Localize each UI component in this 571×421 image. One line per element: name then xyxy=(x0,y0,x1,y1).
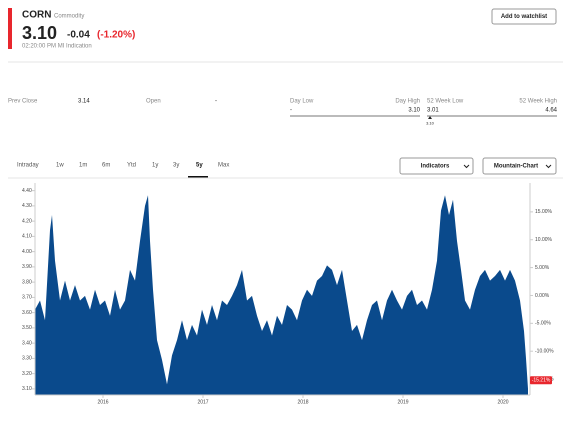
y-tick-label: 4.00 xyxy=(22,249,32,255)
dropdown-label[interactable]: Indicators xyxy=(421,164,450,170)
tab[interactable]: 1y xyxy=(152,163,158,169)
watchlist-button[interactable] xyxy=(491,8,557,25)
chart: 4.40 4.30 4.20 4.10 4.00 3.90 3.80 3.70 3.60 3.50… xyxy=(22,183,554,405)
tab[interactable]: 5y xyxy=(196,163,203,169)
stat-value: 3.10 xyxy=(408,108,420,114)
x-tick-label: 2020 xyxy=(497,399,508,405)
stat-value: - xyxy=(290,108,292,114)
y-tick-label: 4.20 xyxy=(22,218,32,224)
stat-label: Day Low xyxy=(290,99,314,105)
range-marker xyxy=(428,116,432,119)
x-tick-label: 2017 xyxy=(197,399,208,405)
y2-tick-label: 0.00% xyxy=(535,293,550,299)
tabs: Intraday 1w 1m 6m Ytd 1y 3y 5y Max xyxy=(17,163,229,178)
chevron xyxy=(463,164,470,169)
chart-type-dropdown[interactable] xyxy=(482,157,557,175)
price: 3.10 xyxy=(22,23,57,43)
y-tick-label: 3.20 xyxy=(22,371,32,377)
dropdown-label[interactable]: Mountain-Chart xyxy=(494,164,538,170)
tab-underline xyxy=(188,176,208,178)
y-tick-label: 3.90 xyxy=(22,264,32,270)
current-badge xyxy=(530,376,552,385)
stat-value: 3.01 xyxy=(427,108,439,114)
indicators-dropdown[interactable] xyxy=(399,157,474,175)
stat-label: 52 Week High xyxy=(519,99,557,105)
x-tick-label: 2016 xyxy=(97,399,108,405)
tab[interactable]: 1w xyxy=(56,163,64,169)
stat-label: Open xyxy=(146,99,161,105)
tab[interactable]: 1m xyxy=(79,163,87,169)
y-tick-label: 3.40 xyxy=(22,340,32,346)
change-pct: (-1.20%) xyxy=(97,30,135,41)
y2-tick-label: 15.00% xyxy=(535,209,553,215)
y-tick-label: 3.70 xyxy=(22,295,32,301)
y2-tick-label: 5.00% xyxy=(535,265,550,271)
y-tick-label: 4.10 xyxy=(22,234,32,240)
y-tick-label: 3.50 xyxy=(22,325,32,331)
watchlist-label[interactable]: Add to watchlist xyxy=(501,14,547,20)
range-marker-label: 3.10 xyxy=(426,121,435,126)
y-tick-label: 4.30 xyxy=(22,203,32,209)
stat-value: 4.64 xyxy=(545,108,557,114)
symbol: CORN xyxy=(22,10,51,21)
tab[interactable]: 3y xyxy=(173,163,179,169)
y-tick-label: 4.40 xyxy=(22,188,32,194)
stat-label: Day High xyxy=(395,99,420,105)
y2-tick-label: -5.00% xyxy=(535,321,551,327)
range-bar xyxy=(290,115,420,117)
stat-label: 52 Week Low xyxy=(427,99,464,105)
y-tick-label: 3.80 xyxy=(22,279,32,285)
change: -0.04 xyxy=(67,30,90,41)
chevron xyxy=(545,164,552,169)
tab[interactable]: 6m xyxy=(102,163,110,169)
y-tick-label: 3.30 xyxy=(22,356,32,362)
accent-bar xyxy=(8,8,12,49)
stat-value: - xyxy=(215,99,217,105)
current-badge-label: -15.21% xyxy=(532,378,551,384)
x-tick-label: 2019 xyxy=(397,399,408,405)
stat-value: 3.14 xyxy=(78,99,90,105)
kind: Commodity xyxy=(54,14,84,20)
y-tick-label: 3.10 xyxy=(22,386,32,392)
stat-label: Prev Close xyxy=(8,99,38,105)
price-area xyxy=(35,195,528,395)
tab[interactable]: Max xyxy=(218,163,229,169)
range-bar xyxy=(427,115,557,117)
y-tick-label: 3.60 xyxy=(22,310,32,316)
y2-tick-label: -10.00% xyxy=(535,349,554,355)
y2-tick-label: 10.00% xyxy=(535,237,553,243)
timestamp: 02:20:00 PM MI Indication xyxy=(22,44,92,50)
tab[interactable]: Intraday xyxy=(17,163,39,169)
x-tick-label: 2018 xyxy=(297,399,308,405)
tab[interactable]: Ytd xyxy=(127,163,136,169)
